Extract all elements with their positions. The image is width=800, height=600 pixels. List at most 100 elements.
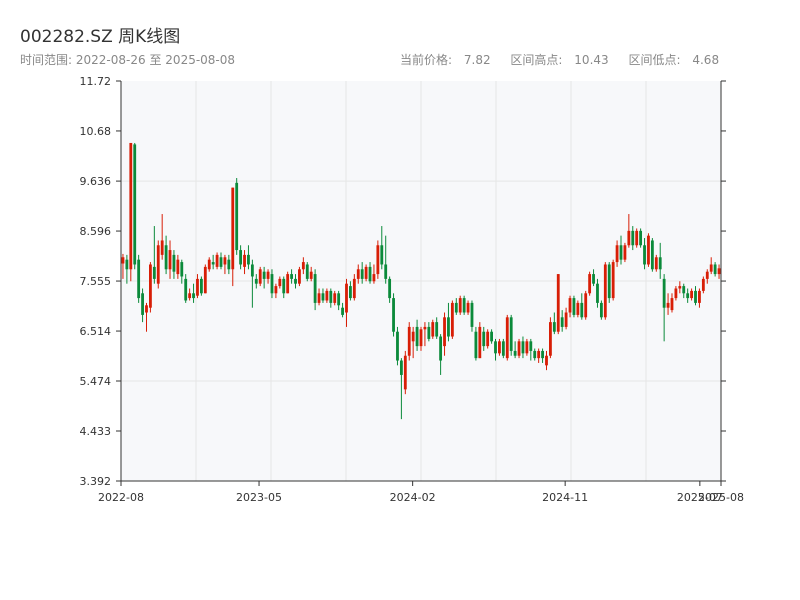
range-high-label: 区间高点: <box>510 53 563 67</box>
candle-body <box>556 274 560 332</box>
candle-body <box>513 350 517 356</box>
range-high: 区间高点: 10.43 <box>510 53 616 67</box>
candle-body <box>188 293 192 299</box>
candle-body <box>611 262 615 299</box>
range-start: 2022-08-26 <box>75 53 146 67</box>
candle-body <box>274 286 278 294</box>
candle-body <box>192 293 195 299</box>
candle-body <box>376 245 380 275</box>
candle-body <box>607 264 611 299</box>
candle-body <box>258 269 262 284</box>
candle-body <box>384 264 388 279</box>
candle-body <box>364 266 368 279</box>
range-separator: 至 <box>149 53 162 67</box>
candle-body <box>698 290 701 303</box>
candle-body <box>215 254 219 267</box>
candle-body <box>388 278 392 299</box>
candle-body <box>490 331 493 342</box>
candle-body <box>309 271 313 279</box>
candle-body <box>133 144 137 265</box>
candle-body <box>235 182 239 251</box>
candle-body <box>149 264 152 308</box>
candle-body <box>631 230 635 246</box>
candle-body <box>137 259 141 299</box>
x-tick-label: 2024-02 <box>390 491 436 504</box>
candle-body <box>545 355 548 366</box>
candle-body <box>643 245 646 265</box>
candle-body <box>654 257 658 270</box>
candle-body <box>717 268 721 275</box>
candle-body <box>564 312 568 327</box>
candle-body <box>243 254 246 267</box>
candle-body <box>407 326 411 356</box>
candle-body <box>325 290 329 301</box>
candle-body <box>368 266 372 282</box>
candle-body <box>262 271 266 279</box>
candle-body <box>580 302 584 318</box>
candle-body <box>313 274 317 303</box>
candle-body <box>690 290 693 299</box>
candle-body <box>231 187 235 270</box>
candle-body <box>164 245 168 270</box>
candle-body <box>290 274 293 279</box>
y-tick-label: 5.474 <box>80 375 112 388</box>
candle-body <box>419 329 423 347</box>
current-price-label: 当前价格: <box>400 53 453 67</box>
candle-body <box>537 350 541 359</box>
candle-body <box>141 293 144 315</box>
candle-body <box>525 341 529 354</box>
candle-body <box>596 283 599 303</box>
candle-body <box>674 288 678 299</box>
candle-body <box>196 278 199 296</box>
candle-body <box>372 274 376 282</box>
candle-body <box>603 264 607 318</box>
candle-body <box>705 271 709 279</box>
candle-body <box>666 302 670 308</box>
candle-body <box>599 302 603 318</box>
candle-body <box>427 326 431 339</box>
candle-body <box>176 259 180 275</box>
x-tick-label: 2025-07 <box>677 491 723 504</box>
candle-body <box>670 298 674 311</box>
candle-body <box>152 266 156 279</box>
candle-body <box>121 257 125 264</box>
candle-body <box>662 278 666 308</box>
candle-body <box>349 286 352 299</box>
candle-body <box>411 331 415 342</box>
candle-body <box>478 326 482 359</box>
candle-body <box>282 278 286 294</box>
candle-body <box>623 245 627 260</box>
candle-body <box>415 326 419 347</box>
price-stats: 当前价格: 7.82 区间高点: 10.43 区间低点: 4.68 <box>400 51 735 68</box>
candle-body <box>203 266 207 294</box>
candle-body <box>454 302 458 313</box>
candle-body <box>352 278 356 299</box>
candle-body <box>549 322 552 356</box>
candle-body <box>482 331 486 347</box>
candle-body <box>501 341 505 356</box>
candle-body <box>682 286 686 294</box>
candle-body <box>619 245 623 260</box>
candle-body <box>647 235 650 265</box>
candle-body <box>439 336 443 361</box>
candle-body <box>568 298 572 313</box>
candle-body <box>521 341 525 354</box>
candle-body <box>321 293 325 301</box>
candle-body <box>639 230 643 246</box>
candle-body <box>458 298 462 313</box>
candle-body <box>678 286 682 289</box>
y-tick-label: 9.636 <box>80 175 112 188</box>
current-price-value: 7.82 <box>463 53 491 67</box>
x-tick-label: 2023-05 <box>236 491 282 504</box>
candle-body <box>254 278 258 284</box>
candle-body <box>576 302 580 315</box>
candle-body <box>658 257 662 270</box>
candle-body <box>239 250 243 265</box>
candle-body <box>552 322 556 332</box>
chart-title: 002282.SZ 周K线图 <box>20 27 181 47</box>
candle-body <box>305 264 309 279</box>
candle-body <box>227 259 231 270</box>
candle-body <box>423 326 427 330</box>
candle-body <box>301 262 305 270</box>
candle-body <box>713 264 717 275</box>
